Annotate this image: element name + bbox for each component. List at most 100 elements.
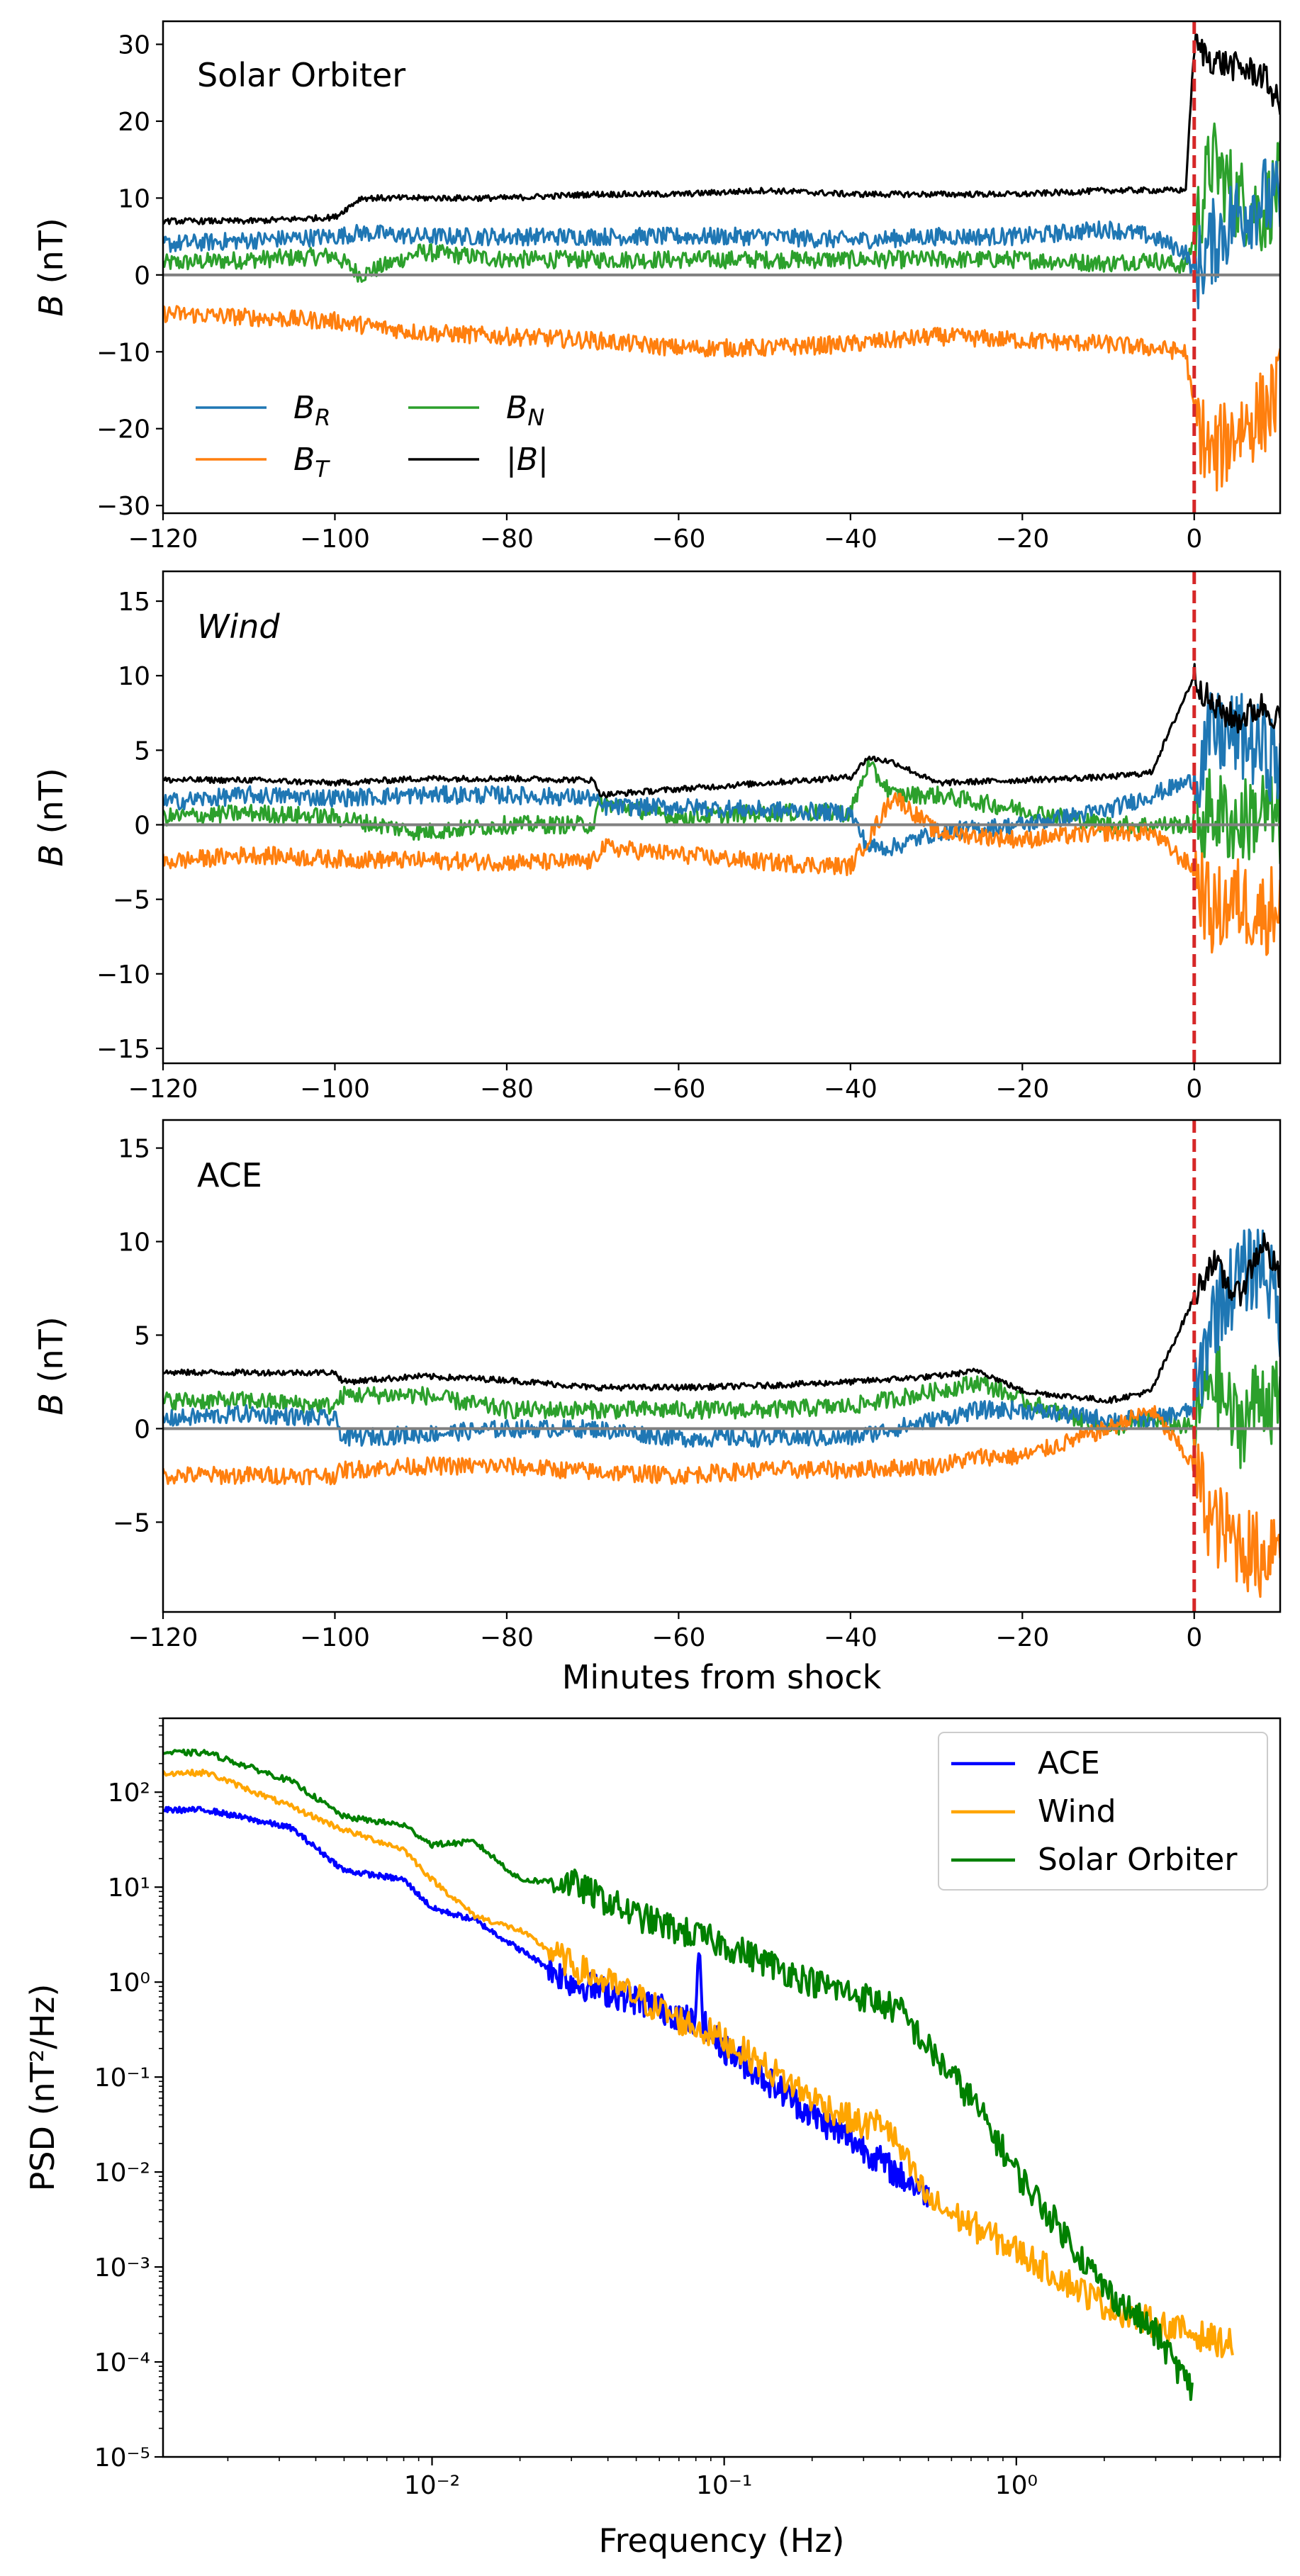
series-group: [163, 1748, 1234, 2402]
legend-label-subscript: N: [527, 404, 544, 431]
axes-frame: [162, 1119, 1282, 1613]
y-tick-label: 15: [118, 588, 150, 617]
panel-label: Solar Orbiter: [197, 56, 405, 94]
legend-label-bar: |: [538, 442, 549, 478]
y-tick-label: −30: [96, 492, 150, 521]
x-tick-label: −20: [995, 1623, 1049, 1652]
panel-label: Wind: [197, 607, 280, 646]
legend: ACE Wind Solar Orbiter: [938, 1732, 1268, 1891]
y-tick-label: 10⁻³: [94, 2253, 150, 2283]
x-tick-label: 0: [1186, 525, 1202, 554]
y-axis-label: B (nT): [32, 768, 70, 866]
series-line-br: [163, 1228, 1280, 1448]
legend-label: Solar Orbiter: [1038, 1842, 1238, 1878]
y-axis-label-unit: (nT): [32, 768, 70, 844]
y-axis-label-symbol: B: [32, 844, 70, 867]
y-tick-label: 5: [134, 1321, 150, 1350]
x-axis-label: Minutes from shock: [562, 1658, 882, 1696]
y-tick-label: 0: [134, 262, 150, 291]
y-tick-label: 10⁻⁵: [94, 2443, 150, 2473]
y-tick-label: 10⁻⁴: [94, 2348, 150, 2378]
y-tick-label: −5: [113, 886, 150, 915]
y-tick-label: 0: [134, 1415, 150, 1444]
y-axis-label: B (nT): [32, 218, 70, 316]
y-tick-label: 10⁻²: [94, 2158, 150, 2188]
x-tick-label: −40: [824, 525, 878, 554]
x-tick-label: −80: [480, 1623, 534, 1652]
y-tick-label: −10: [96, 338, 150, 367]
series-group: [163, 33, 1280, 492]
series-line-br: [163, 158, 1280, 310]
series-line-bt: [163, 1405, 1280, 1598]
y-tick-label: −10: [96, 961, 150, 990]
x-tick-label: 10⁰: [995, 2471, 1038, 2500]
y-tick-label: −15: [96, 1035, 150, 1064]
legend-label: ACE: [1038, 1745, 1100, 1781]
legend-label-symbol: B: [506, 390, 527, 426]
series-line-bn: [163, 122, 1280, 283]
y-tick-label: 30: [118, 31, 150, 60]
psd-line-wind: [163, 1769, 1234, 2358]
legend-label-subscript: R: [315, 404, 330, 431]
legend-label: BT: [293, 442, 330, 483]
axes-frame: [162, 570, 1282, 1065]
series-line-bt: [163, 305, 1280, 492]
legend-frame: [938, 1732, 1268, 1891]
x-tick-label: −40: [824, 1623, 878, 1652]
x-tick-label: −20: [995, 1075, 1049, 1104]
y-tick-label: 10⁻¹: [94, 2063, 150, 2093]
series-line-bt: [163, 792, 1280, 956]
series-line-b: [163, 33, 1280, 225]
x-tick-label: 10⁻²: [404, 2471, 460, 2500]
x-tick-label: 10⁻¹: [696, 2471, 752, 2500]
axes-frame: [162, 1717, 1282, 2458]
psd-line-ace: [163, 1805, 930, 2208]
y-tick-label: 0: [134, 812, 150, 841]
y-tick-label: −20: [96, 415, 150, 444]
psd-panel: 10⁻² 10⁻¹ 10⁰ 10⁻⁵ 10⁻⁴ 10⁻³ 10⁻² 10⁻¹ 10⁰ 10¹ 10²…: [23, 1717, 1282, 2560]
legend-label: |B|: [506, 442, 549, 478]
x-tick-label: −80: [480, 525, 534, 554]
series-line-br: [163, 692, 1280, 856]
y-tick-label: 10²: [108, 1779, 150, 1808]
legend-label-bar: |: [506, 442, 517, 478]
y-tick-label: 20: [118, 108, 150, 137]
series-line-b: [163, 1232, 1280, 1404]
x-tick-label: −60: [651, 1075, 705, 1104]
psd-line-solar-orbiter: [163, 1748, 1194, 2402]
x-tick-label: −80: [480, 1075, 534, 1104]
y-tick-label: 10: [118, 184, 150, 213]
y-tick-label: 10¹: [108, 1874, 150, 1903]
y-axis-label-symbol: B: [32, 294, 70, 317]
y-tick-label: 10: [118, 662, 150, 691]
legend-label-symbol: B: [517, 442, 538, 478]
legend-label-symbol: B: [293, 390, 315, 426]
x-tick-label: −20: [995, 525, 1049, 554]
x-tick-label: −100: [300, 525, 370, 554]
x-tick-label: −120: [128, 1075, 198, 1104]
x-tick-label: −40: [824, 1075, 878, 1104]
x-tick-label: −120: [128, 525, 198, 554]
wind-panel: −120 −100 −80 −60 −40 −20 0 −15 −10 −5 0 5 10 15 B (nT…: [32, 570, 1282, 1104]
y-tick-label: −5: [113, 1508, 150, 1538]
y-tick-label: 5: [134, 737, 150, 766]
legend-label-subscript: T: [315, 456, 330, 483]
x-axis-label: Frequency (Hz): [599, 2521, 845, 2560]
y-axis-label-symbol: B: [32, 1393, 70, 1416]
x-tick-label: −60: [651, 1623, 705, 1652]
x-tick-label: 0: [1186, 1623, 1202, 1652]
legend-label: Wind: [1038, 1793, 1116, 1830]
y-tick-label: 10⁰: [108, 1969, 150, 1998]
legend-label: BR: [293, 390, 330, 431]
y-axis-label-unit: (nT): [32, 218, 70, 294]
x-tick-label: −120: [128, 1623, 198, 1652]
x-tick-label: −60: [651, 525, 705, 554]
y-axis-label: PSD (nT²/Hz): [23, 1984, 62, 2192]
axes-frame: [162, 20, 1282, 515]
y-axis-label-unit: (nT): [32, 1316, 70, 1393]
